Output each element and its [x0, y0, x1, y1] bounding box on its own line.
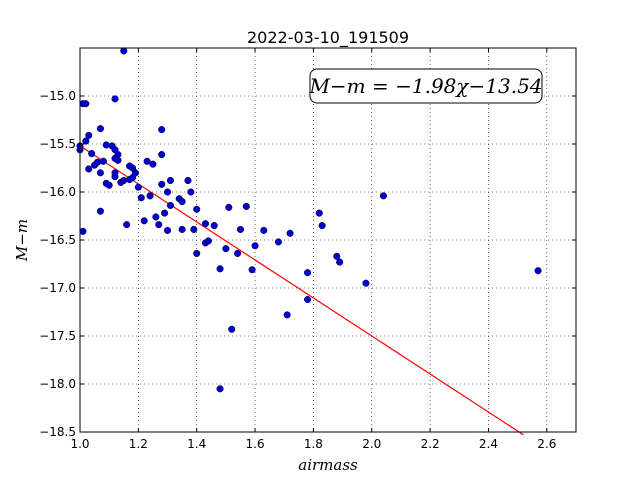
x-tick-label: 2.2 — [421, 437, 440, 451]
data-point — [85, 165, 93, 173]
data-point — [93, 158, 102, 166]
data-point — [166, 176, 174, 185]
data-point — [140, 217, 148, 225]
data-point — [149, 160, 157, 168]
data-point — [190, 225, 198, 233]
data-point — [184, 176, 192, 185]
data-point — [216, 265, 224, 273]
data-point — [88, 150, 96, 158]
data-point — [234, 249, 242, 257]
data-point — [163, 188, 172, 196]
data-point — [248, 266, 256, 274]
data-point — [166, 201, 174, 209]
data-point — [155, 221, 163, 229]
axis-ticks: 1.0 1.2 1.4 1.6 1.8 2.0 2.2 2.4 2.6 −15.0 −15.5 −16… — [39, 48, 576, 451]
y-tick-label: −17.0 — [39, 281, 76, 295]
x-tick-label: 1.2 — [129, 437, 148, 451]
x-tick-label: 1.0 — [70, 437, 89, 451]
data-point — [216, 385, 224, 393]
data-point — [137, 194, 145, 202]
data-point — [82, 100, 90, 108]
chart-title: 2022-03-10_191509 — [247, 28, 409, 48]
y-tick-label: −16.5 — [39, 233, 76, 247]
data-point — [178, 225, 186, 233]
x-axis-title: airmass — [298, 456, 358, 474]
x-tick-label: 1.4 — [187, 437, 206, 451]
data-point — [85, 131, 93, 139]
data-point — [236, 225, 245, 233]
data-point — [123, 221, 131, 229]
x-tick-label: 2.6 — [537, 437, 556, 451]
data-point — [286, 229, 294, 237]
data-point — [143, 157, 151, 165]
data-point — [225, 203, 233, 211]
x-tick-label: 2.4 — [479, 437, 498, 451]
data-point — [204, 237, 212, 245]
y-axis-title: M−m — [13, 219, 31, 262]
y-tick-label: −15.5 — [39, 137, 76, 151]
data-point — [158, 180, 166, 188]
data-point — [146, 192, 154, 200]
data-point — [315, 209, 323, 217]
data-point — [96, 207, 104, 215]
data-point — [120, 47, 128, 55]
data-point — [120, 176, 128, 185]
data-point — [152, 213, 160, 221]
data-point — [304, 295, 312, 304]
data-point — [210, 222, 218, 230]
data-point — [251, 242, 259, 250]
data-point — [187, 188, 195, 196]
data-point — [105, 181, 113, 189]
data-point — [283, 311, 291, 319]
data-point — [111, 95, 119, 103]
y-tick-label: −17.5 — [39, 329, 76, 343]
data-point — [260, 226, 268, 234]
data-point — [134, 183, 142, 191]
data-point — [96, 169, 104, 177]
data-point — [158, 151, 166, 159]
data-point — [304, 269, 312, 277]
data-point — [201, 220, 210, 228]
data-point — [114, 156, 122, 164]
data-point — [379, 192, 387, 200]
data-point — [111, 169, 119, 177]
data-point — [222, 245, 230, 253]
y-tick-label: −16.0 — [39, 185, 76, 199]
fit-equation-frame — [309, 68, 543, 104]
y-tick-label: −18.5 — [39, 425, 76, 439]
data-point — [193, 205, 201, 213]
data-point — [161, 209, 169, 217]
data-point — [99, 157, 107, 165]
x-tick-label: 1.6 — [246, 437, 265, 451]
y-tick-label: −18.0 — [39, 377, 76, 391]
data-point — [96, 125, 104, 133]
fit-line — [79, 145, 524, 436]
grid — [79, 48, 576, 433]
data-point — [274, 238, 282, 246]
data-point — [318, 222, 326, 230]
data-point — [102, 141, 110, 149]
data-point — [131, 169, 139, 177]
fit-line-layer — [79, 145, 524, 436]
data-point — [163, 226, 172, 234]
data-point — [228, 325, 236, 333]
data-point — [82, 137, 90, 145]
data-point — [362, 279, 370, 287]
x-tick-label: 2.0 — [362, 437, 381, 451]
x-tick-label: 1.8 — [304, 437, 323, 451]
data-point — [242, 202, 250, 210]
data-point — [336, 258, 344, 266]
fit-equation: M−m = −1.98χ−13.54 — [308, 74, 542, 98]
data-point — [79, 227, 87, 235]
data-point — [193, 249, 201, 257]
y-tick-label: −15.0 — [39, 89, 76, 103]
data-point — [178, 198, 186, 206]
data-point — [534, 267, 542, 275]
fit-equation-box: M−m = −1.98χ−13.54 — [308, 68, 543, 104]
data-point — [158, 126, 166, 134]
data-point — [333, 252, 341, 260]
